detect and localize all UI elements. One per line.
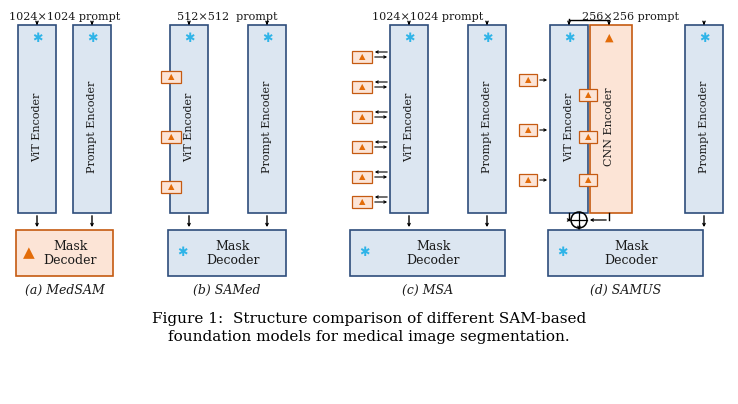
Text: ▲: ▲ <box>584 90 591 99</box>
Text: ▲: ▲ <box>584 175 591 185</box>
Bar <box>550 25 588 213</box>
Text: ✱: ✱ <box>482 32 492 44</box>
Text: Mask: Mask <box>215 240 250 252</box>
Text: ▲: ▲ <box>359 112 365 122</box>
Text: Mask: Mask <box>614 240 649 252</box>
Text: Mask: Mask <box>416 240 451 252</box>
Bar <box>548 230 703 276</box>
Bar <box>161 71 181 83</box>
Bar <box>73 25 111 213</box>
Text: ▲: ▲ <box>168 72 174 82</box>
Text: (c) MSA: (c) MSA <box>402 284 453 297</box>
Bar <box>352 81 372 93</box>
Text: ✱: ✱ <box>556 246 568 259</box>
Text: ViT Encoder: ViT Encoder <box>184 92 194 162</box>
Text: CNN Encoder: CNN Encoder <box>604 88 614 166</box>
Text: ViT Encoder: ViT Encoder <box>564 92 574 162</box>
Text: Decoder: Decoder <box>604 253 658 267</box>
Text: ✱: ✱ <box>359 246 369 259</box>
Text: ✱: ✱ <box>176 246 187 259</box>
Bar <box>161 181 181 193</box>
Text: (d) SAMUS: (d) SAMUS <box>590 284 661 297</box>
Text: ▲: ▲ <box>168 133 174 141</box>
Text: Figure 1:  Structure comparison of different SAM-based: Figure 1: Structure comparison of differ… <box>152 312 586 326</box>
Text: Decoder: Decoder <box>44 253 97 267</box>
Text: Prompt Encoder: Prompt Encoder <box>699 81 709 173</box>
Text: ViT Encoder: ViT Encoder <box>404 92 414 162</box>
Bar <box>685 25 723 213</box>
Text: ▲: ▲ <box>604 33 613 43</box>
Text: Prompt Encoder: Prompt Encoder <box>87 81 97 173</box>
Text: ▲: ▲ <box>359 53 365 61</box>
Text: Prompt Encoder: Prompt Encoder <box>262 81 272 173</box>
Text: ▲: ▲ <box>168 183 174 191</box>
Bar <box>352 111 372 123</box>
Bar <box>170 25 208 213</box>
Text: 1024×1024 prompt: 1024×1024 prompt <box>9 12 120 22</box>
Text: ▲: ▲ <box>359 173 365 181</box>
Text: ▲: ▲ <box>525 126 531 135</box>
Bar <box>519 124 537 136</box>
Text: ▲: ▲ <box>23 246 35 261</box>
Text: 256×256 prompt: 256×256 prompt <box>582 12 678 22</box>
Text: Decoder: Decoder <box>407 253 461 267</box>
Bar <box>352 171 372 183</box>
Bar <box>352 196 372 208</box>
Text: (b) SAMed: (b) SAMed <box>193 284 261 297</box>
Text: ▲: ▲ <box>525 175 531 185</box>
Bar <box>579 131 597 143</box>
Text: ✱: ✱ <box>699 32 709 44</box>
Text: 1024×1024 prompt: 1024×1024 prompt <box>372 12 483 22</box>
Bar <box>161 131 181 143</box>
Bar <box>468 25 506 213</box>
Text: ✱: ✱ <box>32 32 42 44</box>
Bar <box>352 51 372 63</box>
Text: ✱: ✱ <box>87 32 97 44</box>
Bar <box>352 141 372 153</box>
Bar <box>168 230 286 276</box>
Text: ▲: ▲ <box>584 133 591 141</box>
Text: ▲: ▲ <box>525 76 531 84</box>
Text: ▲: ▲ <box>359 198 365 206</box>
Text: 512×512  prompt: 512×512 prompt <box>176 12 277 22</box>
Bar <box>18 25 56 213</box>
Bar <box>350 230 505 276</box>
Text: (a) MedSAM: (a) MedSAM <box>24 284 104 297</box>
Text: ✱: ✱ <box>262 32 272 44</box>
Text: ✱: ✱ <box>564 32 574 44</box>
Bar <box>390 25 428 213</box>
Text: ✱: ✱ <box>404 32 414 44</box>
Bar <box>16 230 113 276</box>
Bar <box>579 174 597 186</box>
Text: Mask: Mask <box>53 240 88 252</box>
Text: ViT Encoder: ViT Encoder <box>32 92 42 162</box>
Text: foundation models for medical image segmentation.: foundation models for medical image segm… <box>168 330 570 344</box>
Text: Prompt Encoder: Prompt Encoder <box>482 81 492 173</box>
Text: ✱: ✱ <box>184 32 194 44</box>
Text: ▲: ▲ <box>359 82 365 91</box>
Bar <box>248 25 286 213</box>
Text: Decoder: Decoder <box>206 253 260 267</box>
Bar <box>519 74 537 86</box>
Bar <box>519 174 537 186</box>
Text: ▲: ▲ <box>359 143 365 152</box>
Bar <box>590 25 632 213</box>
Bar <box>579 89 597 101</box>
